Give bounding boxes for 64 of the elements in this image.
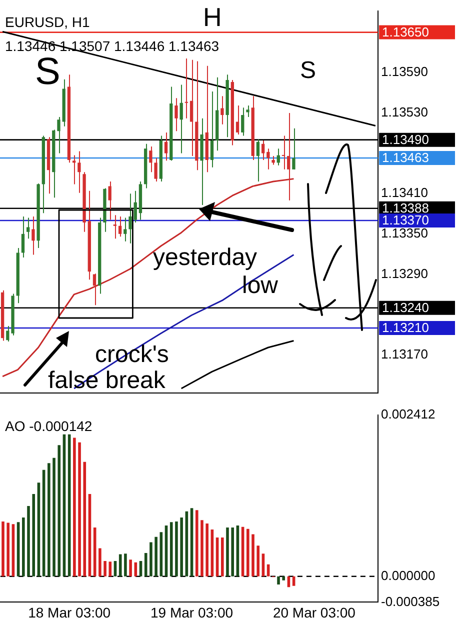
- bar: [206, 523, 208, 576]
- bar: [118, 554, 122, 576]
- y-tick-label: 1.13410: [381, 185, 428, 200]
- y-tick-label: 1.13170: [381, 346, 428, 362]
- bar: [2, 521, 4, 576]
- bar: [104, 560, 106, 576]
- y-tick-label: -0.000385: [381, 594, 440, 609]
- bar: [144, 552, 148, 576]
- x-tick-label: 18 Mar 03:00: [28, 604, 111, 620]
- ref-line-label: 1.13388: [382, 200, 429, 216]
- bar: [52, 458, 56, 576]
- chart-title: AO -0.000142: [5, 418, 92, 434]
- bar: [180, 517, 183, 576]
- annotation: S: [300, 57, 316, 84]
- bar: [277, 576, 280, 584]
- bar: [170, 522, 173, 576]
- x-tick-label: 20 Mar 03:00: [272, 604, 356, 620]
- y-tick-label: 1.13590: [381, 64, 428, 80]
- bar: [154, 536, 158, 576]
- ref-line-label: 1.13490: [382, 132, 429, 147]
- bar: [220, 538, 224, 576]
- bar: [22, 517, 25, 576]
- bar: [246, 528, 250, 576]
- bar: [58, 445, 61, 576]
- bar: [108, 562, 112, 576]
- chart-title: EURUSD, H1: [5, 14, 90, 30]
- bar: [282, 576, 286, 580]
- bar: [262, 554, 265, 576]
- ref-line-label: 1.13650: [382, 24, 429, 40]
- bar: [150, 542, 152, 576]
- ref-line-label: 1.13463: [382, 150, 429, 166]
- bar: [129, 560, 132, 576]
- ref-line-label: 1.13370: [382, 212, 429, 228]
- x-tick-label: 19 Mar 03:00: [150, 604, 234, 620]
- bar: [160, 532, 163, 576]
- y-tick-label: 0.000000: [381, 568, 436, 583]
- annotation: yesterday low: [153, 244, 279, 299]
- y-tick-label: 1.13290: [381, 266, 428, 281]
- ref-line-label: 1.13240: [382, 300, 429, 315]
- bar: [231, 527, 234, 576]
- bar: [32, 494, 36, 576]
- y-tick-label: 1.13530: [381, 104, 428, 120]
- ref-line-label: 1.13210: [382, 320, 429, 336]
- bar: [200, 520, 204, 576]
- text: 1.13446 1.13507 1.13446 1.13463: [5, 38, 220, 54]
- bar: [48, 463, 50, 576]
- y-tick-label: 1.13350: [381, 226, 428, 240]
- bar: [252, 534, 254, 576]
- bar: [98, 548, 102, 576]
- bar: [78, 442, 81, 576]
- bar: [27, 506, 30, 576]
- bar: [175, 521, 178, 576]
- bar: [124, 554, 127, 576]
- bar: [226, 527, 229, 576]
- y-tick-label: 0.002412: [381, 406, 436, 422]
- bar: [6, 522, 10, 576]
- bar: [83, 462, 86, 576]
- bar: [73, 438, 76, 576]
- bar: [139, 560, 142, 576]
- bar: [195, 510, 198, 576]
- annotation: H: [203, 2, 222, 32]
- annotation: S: [35, 51, 60, 93]
- bar: [114, 560, 117, 576]
- bar: [256, 546, 260, 576]
